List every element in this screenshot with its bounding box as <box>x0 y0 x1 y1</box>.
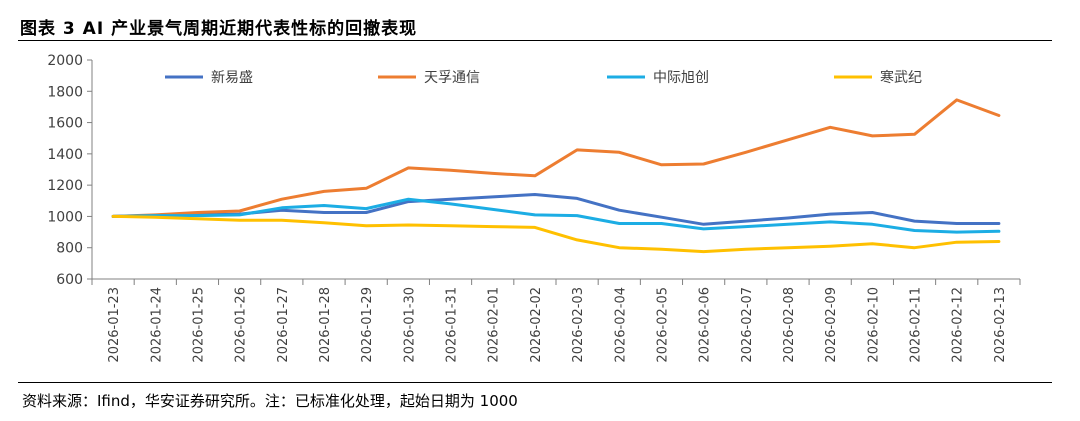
x-tick-label: 2026-01-29 <box>360 287 375 363</box>
x-tick-label: 2026-02-13 <box>993 287 1008 363</box>
source-note: 资料来源：Ifind，华安证券研究所。注：已标准化处理，起始日期为 1000 <box>22 392 518 410</box>
y-tick-label: 1000 <box>47 209 83 225</box>
x-tick-label: 2026-02-07 <box>740 287 755 363</box>
y-tick-label: 2000 <box>47 53 83 69</box>
y-tick-label: 1400 <box>47 147 83 163</box>
legend-label: 新易盛 <box>211 70 253 86</box>
x-tick-label: 2026-02-01 <box>487 287 502 363</box>
x-tick-label: 2026-01-27 <box>276 287 291 363</box>
x-tick-label: 2026-02-04 <box>613 287 628 363</box>
title-rule <box>18 40 1052 41</box>
y-tick-label: 1800 <box>47 84 83 100</box>
x-tick-label: 2026-01-23 <box>107 287 122 363</box>
y-tick-label: 600 <box>56 272 83 288</box>
legend-label: 寒武纪 <box>880 69 922 86</box>
figure-title: 图表 3 AI 产业景气周期近期代表性标的回撤表现 <box>20 19 418 39</box>
axes-layer: 600 800 1000 1200 1400 1600 1800 2000 2026-01-23… <box>47 53 1021 363</box>
x-tick-label: 2026-01-30 <box>402 287 417 363</box>
x-tick-label: 2026-01-31 <box>445 287 460 363</box>
y-tick-label: 1200 <box>47 178 83 194</box>
x-tick-label: 2026-02-09 <box>824 287 839 363</box>
y-tick-label: 1600 <box>47 116 83 132</box>
series-line <box>111 98 1001 218</box>
x-tick-label: 2026-02-02 <box>529 287 544 363</box>
lines-layer <box>111 98 1001 254</box>
x-tick-label: 2026-01-25 <box>191 287 206 363</box>
line-chart: 600 800 1000 1200 1400 1600 1800 2000 2026-01-23… <box>47 53 1021 363</box>
x-tick-label: 2026-02-05 <box>655 287 670 363</box>
y-tick-label: 800 <box>56 241 83 257</box>
legend-label: 天孚通信 <box>424 70 480 86</box>
x-tick-label: 2026-02-03 <box>571 287 586 363</box>
x-tick-label: 2026-02-12 <box>951 287 966 363</box>
x-tick-label: 2026-01-28 <box>318 287 333 363</box>
legend-label: 中际旭创 <box>653 70 709 86</box>
series-line <box>111 197 1001 234</box>
x-tick-label: 2026-01-26 <box>234 287 249 363</box>
series-line <box>111 214 1001 254</box>
source-rule <box>18 382 1052 383</box>
x-tick-label: 2026-02-10 <box>866 287 881 363</box>
x-tick-label: 2026-02-06 <box>698 287 713 363</box>
x-tick-label: 2026-02-08 <box>782 287 797 363</box>
legend: 新易盛 天孚通信 中际旭创 寒武纪 <box>165 69 922 86</box>
x-tick-label: 2026-01-24 <box>149 287 164 363</box>
x-tick-label: 2026-02-11 <box>909 287 924 363</box>
